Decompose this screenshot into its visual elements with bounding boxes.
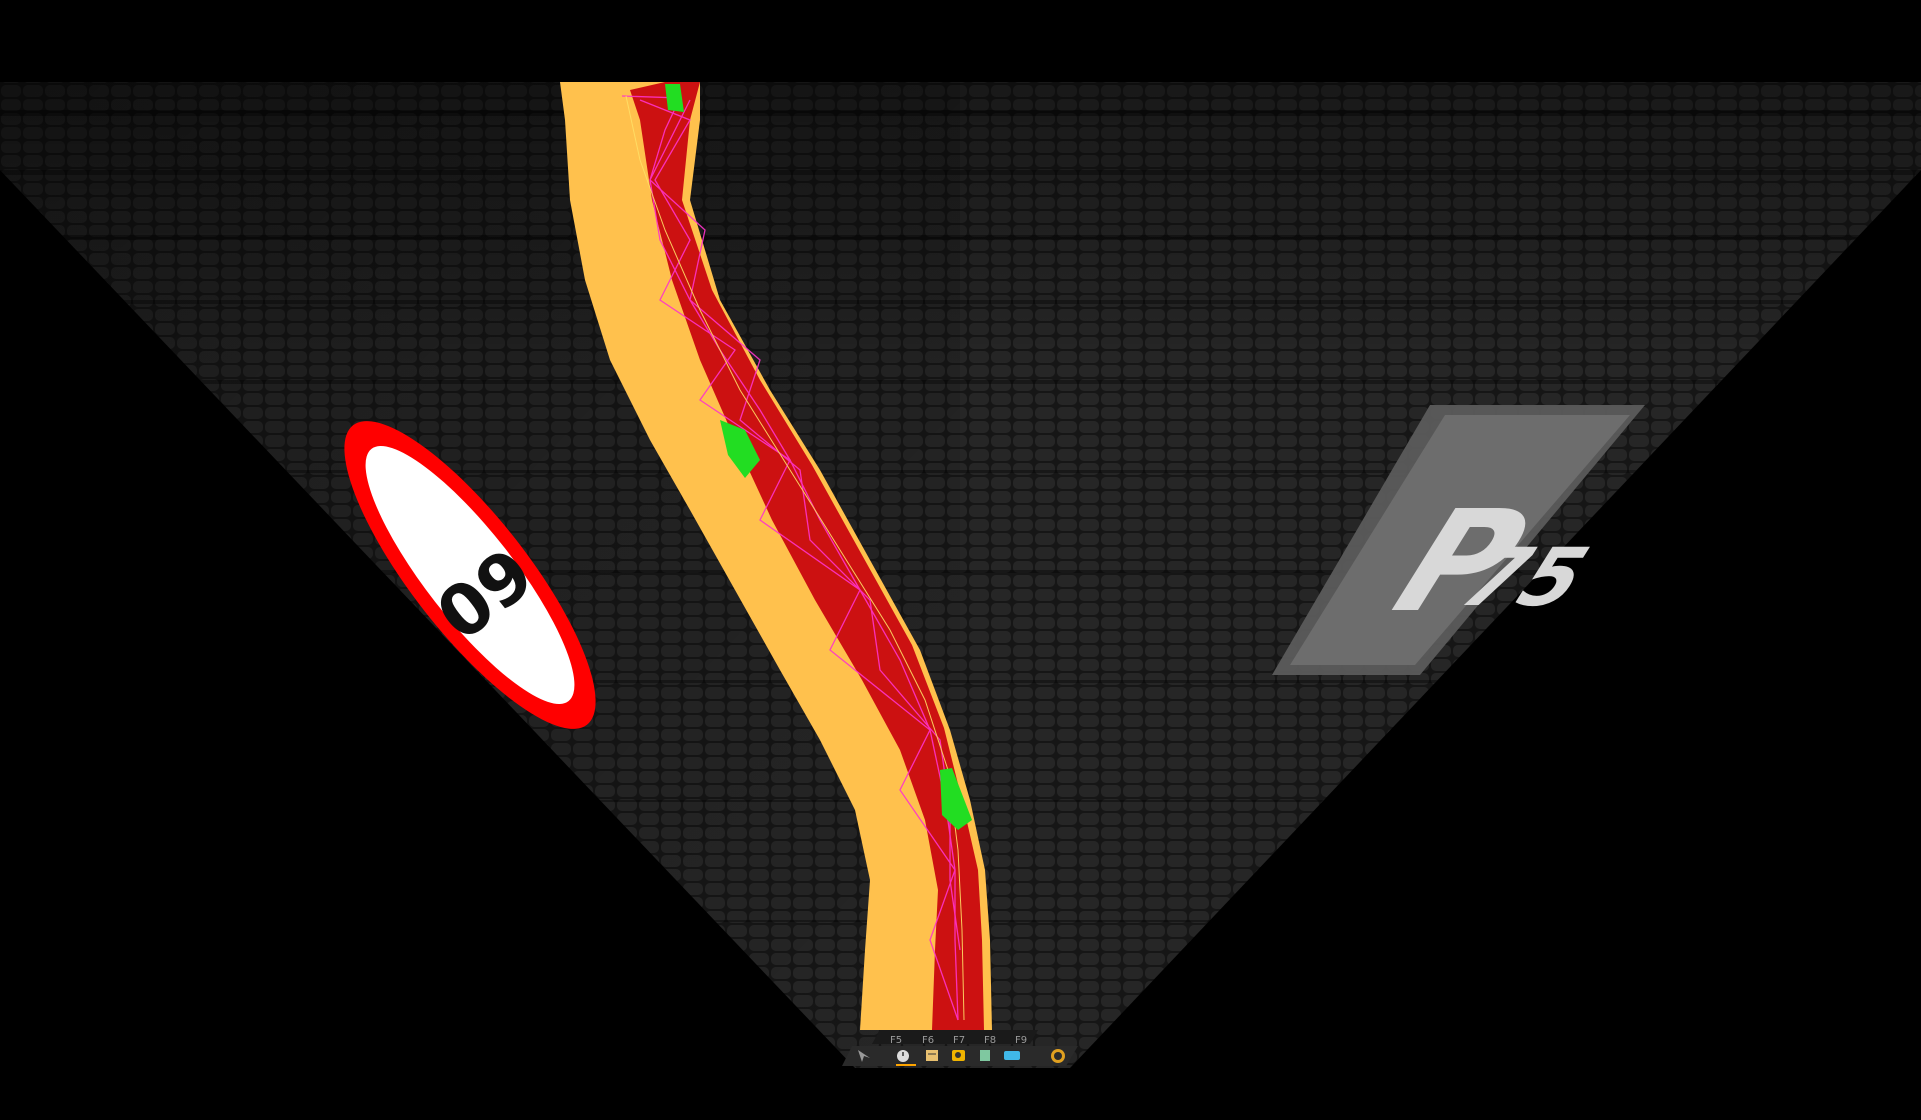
clock-icon[interactable]: [896, 1050, 916, 1066]
cursor-icon[interactable]: [858, 1050, 870, 1062]
speedometer-icon[interactable]: [1051, 1049, 1065, 1063]
key-f8[interactable]: F8: [984, 1035, 996, 1046]
road-surface: [630, 82, 984, 1030]
key-f7[interactable]: F7: [953, 1035, 965, 1046]
key-f5[interactable]: F5: [890, 1035, 902, 1046]
map-icon[interactable]: [926, 1050, 938, 1061]
checkpoints: [665, 84, 972, 830]
bus-icon[interactable]: [1004, 1051, 1020, 1060]
hud-toolbar: F5 F6 F7 F8 F9: [842, 1030, 1078, 1066]
car-icon[interactable]: [980, 1050, 990, 1061]
camera-icon[interactable]: [952, 1050, 965, 1061]
key-f6[interactable]: F6: [922, 1035, 934, 1046]
road-edge: [560, 82, 992, 1030]
key-f9[interactable]: F9: [1015, 1035, 1027, 1046]
